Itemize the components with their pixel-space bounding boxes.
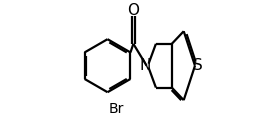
Text: O: O: [127, 3, 139, 18]
Text: N: N: [140, 58, 151, 73]
Text: S: S: [193, 58, 203, 73]
Text: Br: Br: [109, 102, 124, 116]
